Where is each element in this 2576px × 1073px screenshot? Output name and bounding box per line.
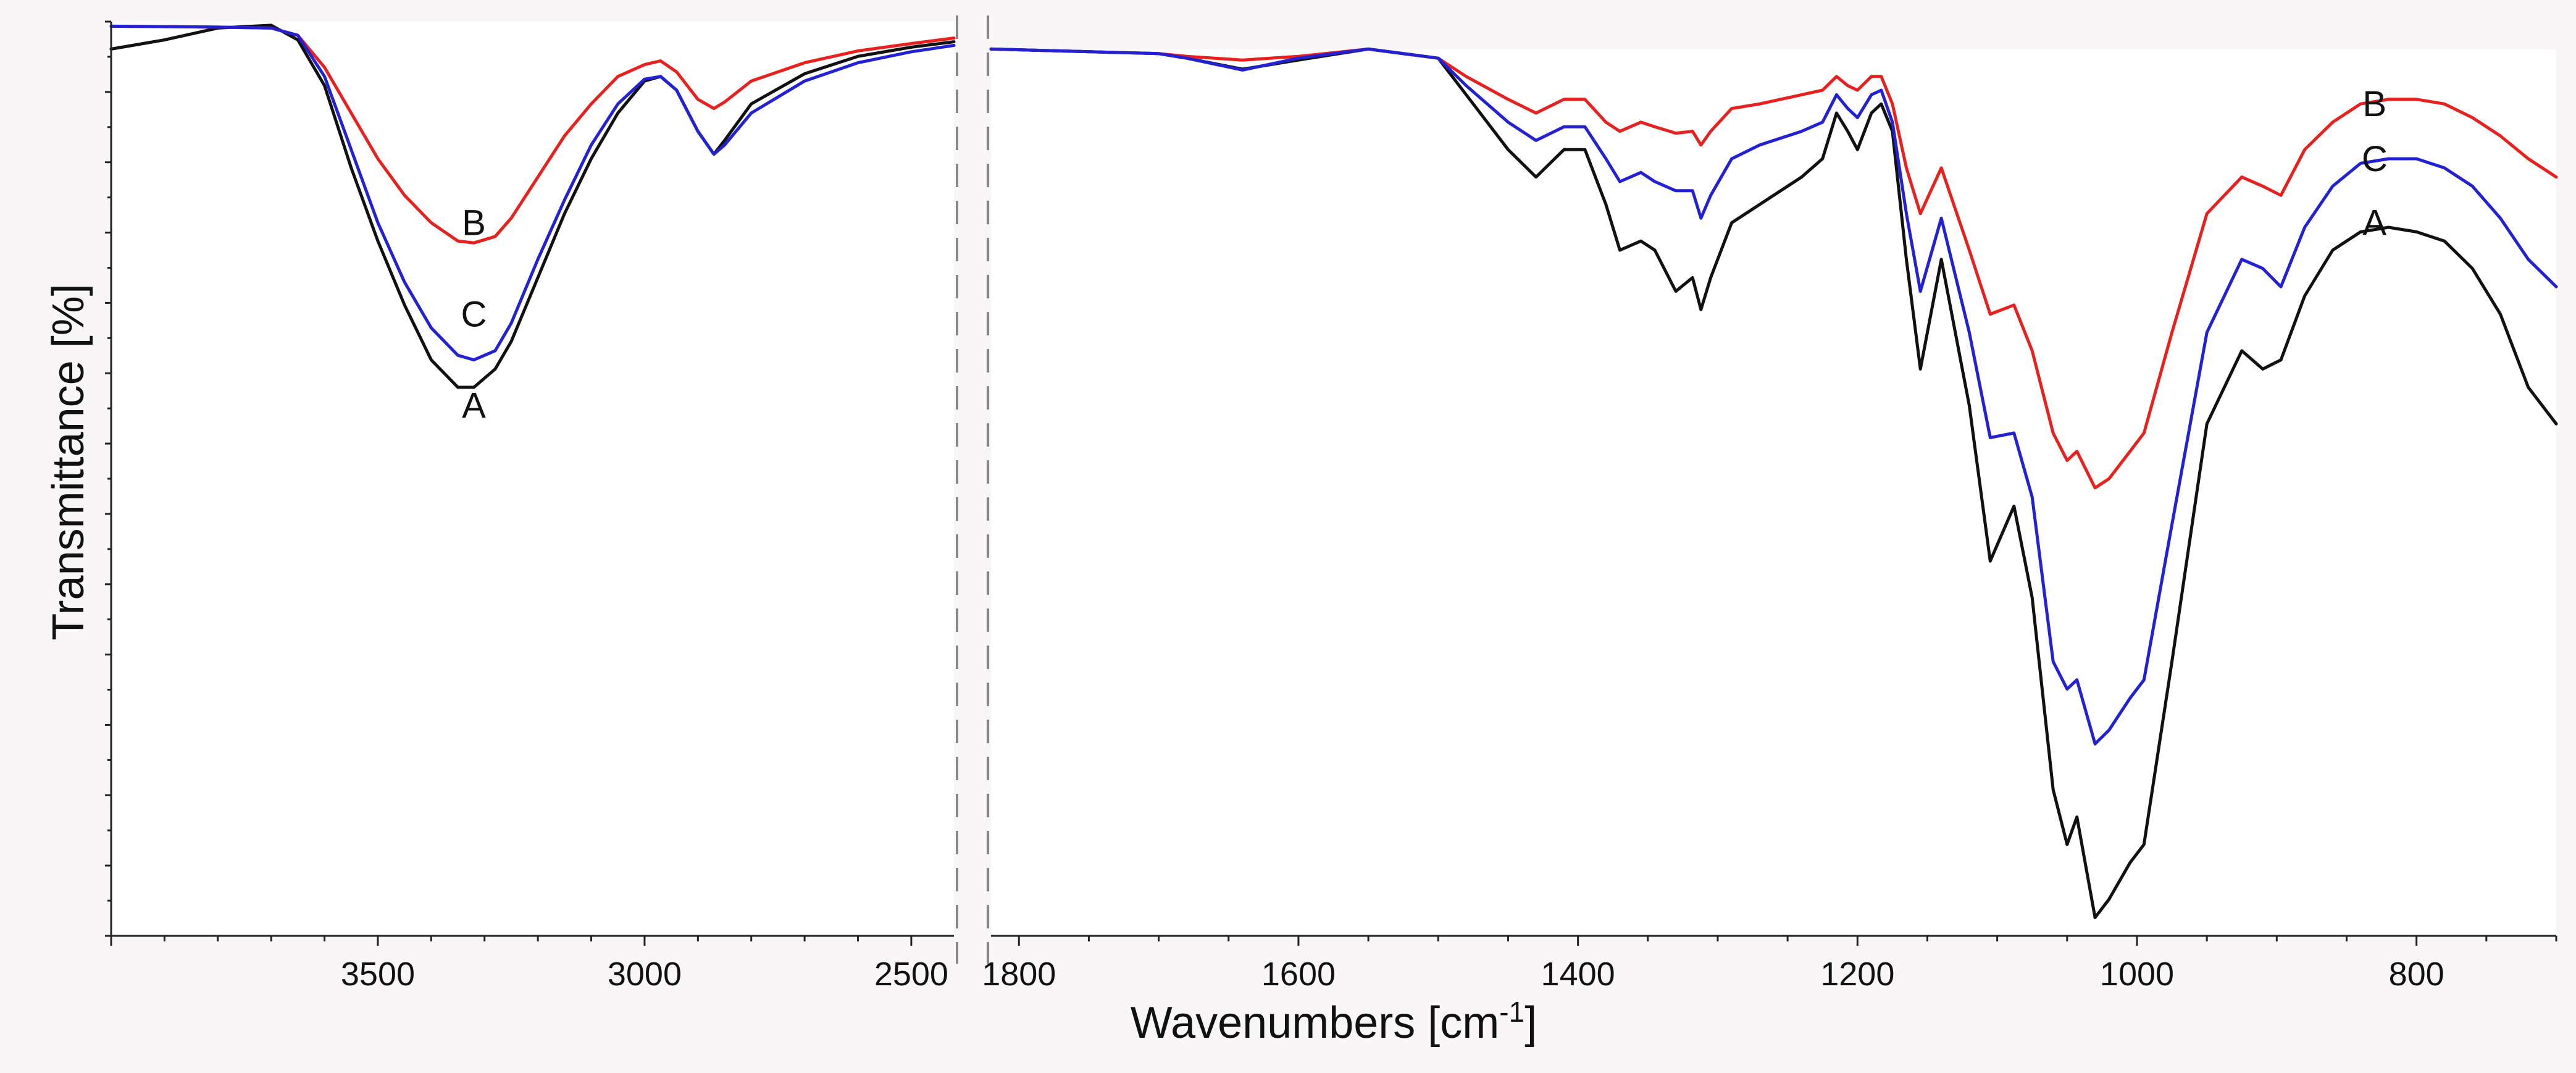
x-tick-label: 1400	[1541, 956, 1615, 993]
curve-label-a: A	[462, 386, 486, 426]
x-tick-label: 1200	[1820, 956, 1894, 993]
series-c-line-panel-2	[989, 47, 2558, 746]
series-b-line-panel-2	[989, 47, 2558, 490]
x-tick-label: 3000	[608, 956, 682, 993]
plot-area-left	[111, 22, 954, 936]
x-tick-label: 1000	[2100, 956, 2174, 993]
series-a-line-panel-1	[109, 23, 956, 389]
curve-label-b: B	[462, 203, 486, 243]
axes-layer	[110, 15, 2556, 964]
x-tick-label: 1800	[982, 956, 1056, 993]
curve-label-c: C	[2362, 139, 2388, 179]
y-axis-title: Transmittance [%]	[44, 284, 93, 641]
x-ticks-layer: 3500 3000 2500 1800 1600 1400 1200 1000 800	[110, 936, 2557, 993]
x-axis-title-main: Wavenumbers [cm	[1131, 998, 1499, 1048]
y-ticks-layer	[105, 20, 111, 937]
x-tick-label: 1600	[1261, 956, 1336, 993]
x-tick-label: 3500	[341, 956, 415, 993]
x-axis-title: Wavenumbers [cm-1]	[1131, 996, 1537, 1048]
series-c-line-panel-1	[109, 24, 956, 362]
curve-label-b: B	[2362, 84, 2386, 124]
curve-label-a: A	[2362, 203, 2386, 243]
x-tick-label: 800	[2389, 956, 2444, 993]
series-b-line-panel-1	[109, 24, 956, 245]
x-axis-title-superscript: -1	[1499, 996, 1524, 1028]
curve-label-c: C	[461, 295, 487, 335]
x-tick-label: 2500	[874, 956, 948, 993]
x-axis-title-suffix: ]	[1524, 998, 1537, 1048]
plot-area-right	[991, 49, 2556, 936]
curves-layer	[109, 23, 2558, 919]
